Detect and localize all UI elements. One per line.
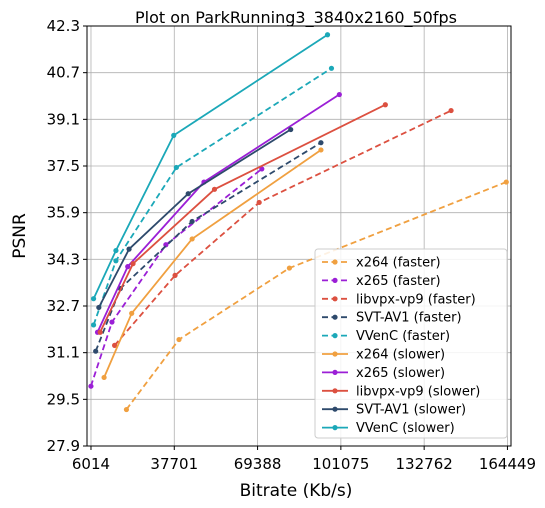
data-point <box>286 265 293 271</box>
legend-marker <box>332 369 338 375</box>
data-point <box>328 65 335 71</box>
data-point <box>176 336 182 343</box>
data-point <box>96 304 102 311</box>
series-line <box>92 33 328 300</box>
data-point <box>256 199 262 206</box>
data-point <box>126 246 132 252</box>
data-point <box>90 322 97 328</box>
data-point <box>288 126 294 133</box>
y-tick-label: 32.7 <box>47 297 80 315</box>
x-tick-label: 101075 <box>312 455 369 473</box>
y-tick-label: 37.5 <box>47 157 80 175</box>
data-point <box>93 348 99 354</box>
y-tick-label: 29.5 <box>47 390 80 408</box>
data-point <box>171 132 177 138</box>
data-point <box>129 310 135 316</box>
legend-label: SVT-AV1 (slower) <box>356 403 466 418</box>
legend-label: VVenC (faster) <box>356 329 450 344</box>
data-point <box>318 140 324 146</box>
data-point <box>503 179 509 185</box>
data-point <box>112 342 118 348</box>
data-point <box>259 166 265 172</box>
data-point <box>172 272 178 278</box>
series-line <box>99 103 386 333</box>
y-axis-label: PSNR <box>10 213 30 259</box>
legend-marker <box>332 351 338 357</box>
legend-label: x264 (slower) <box>356 348 445 363</box>
legend-label: VVenC (slower) <box>356 421 455 436</box>
x-tick-label: 6014 <box>72 455 110 473</box>
plot-frame <box>86 25 512 447</box>
data-point <box>90 296 97 302</box>
y-tick-label: 31.1 <box>47 344 80 362</box>
series-line <box>90 168 263 387</box>
series-line <box>92 67 332 326</box>
data-point <box>113 258 119 264</box>
legend-label: x264 (faster) <box>356 256 441 271</box>
legend: x264 (faster) x265 (faster) libvpx-vp9 (fa… <box>314 248 508 439</box>
y-tick-label: 42.3 <box>47 17 80 35</box>
legend-marker <box>332 259 338 265</box>
legend-box <box>314 248 508 439</box>
data-point <box>173 164 179 171</box>
y-tick-label: 39.1 <box>47 110 80 128</box>
legend-label: libvpx-vp9 (faster) <box>356 292 476 307</box>
legend-marker <box>332 388 338 394</box>
data-point <box>88 383 94 389</box>
x-tick-label: 132762 <box>396 455 453 473</box>
y-tick-label: 35.9 <box>47 204 80 222</box>
data-point <box>185 191 191 197</box>
legend-label: x265 (slower) <box>356 366 445 381</box>
data-point <box>101 374 107 381</box>
data-point <box>448 107 454 114</box>
data-point <box>189 236 195 242</box>
y-tick-label: 27.9 <box>47 437 80 455</box>
legend-marker <box>332 406 338 412</box>
legend-marker <box>332 314 338 320</box>
legend-marker <box>332 333 338 339</box>
x-axis-label: Bitrate (Kb/s) <box>240 481 353 501</box>
series-line <box>103 149 322 378</box>
x-tick-label: 69388 <box>234 455 282 473</box>
data-point <box>97 329 103 335</box>
series-line <box>96 93 340 333</box>
series-line <box>125 181 507 411</box>
legend-label: libvpx-vp9 (slower) <box>356 384 480 399</box>
series-line <box>94 141 322 352</box>
data-point <box>123 406 130 413</box>
legend-label: SVT-AV1 (faster) <box>356 311 462 326</box>
data-point <box>318 147 324 153</box>
data-point <box>125 264 131 270</box>
data-point <box>109 319 115 325</box>
data-point <box>336 91 342 98</box>
data-point <box>130 261 136 267</box>
data-point <box>113 247 119 254</box>
data-point <box>324 32 331 38</box>
data-point <box>189 218 195 225</box>
x-tick-label: 164449 <box>479 455 536 473</box>
series-line <box>98 128 292 308</box>
series-group <box>88 32 509 413</box>
series-line <box>113 109 452 346</box>
legend-label: x265 (faster) <box>356 274 441 289</box>
x-tick-label: 37701 <box>150 455 198 473</box>
legend-marker <box>332 425 338 431</box>
axis-ticks: 6014 37701 69388 101075 132762 164449 27.9 29.5… <box>47 17 536 473</box>
y-tick-label: 40.7 <box>47 64 80 82</box>
data-point <box>382 102 388 108</box>
legend-marker <box>332 296 338 302</box>
legend-marker <box>332 277 338 283</box>
chart-title: Plot on ParkRunning3_3840x2160_50fps <box>135 8 457 28</box>
data-point <box>211 186 218 192</box>
y-tick-label: 34.3 <box>47 250 80 268</box>
